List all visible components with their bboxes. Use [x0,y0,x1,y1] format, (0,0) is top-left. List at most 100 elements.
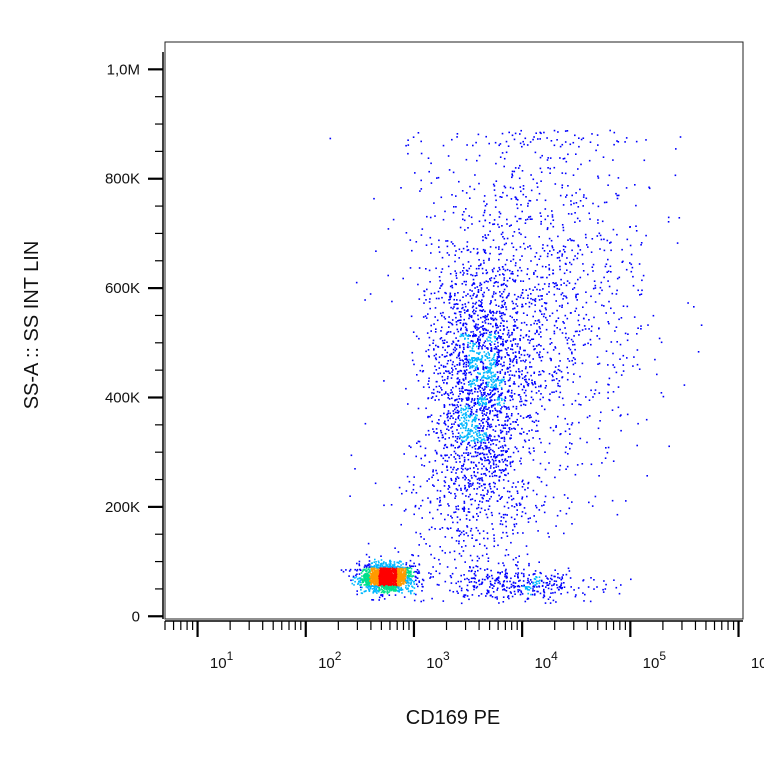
event-dot [430,573,432,575]
event-dot [700,324,703,326]
event-dot [427,416,429,419]
event-dot [391,300,393,303]
event-dot [503,165,505,168]
event-dot [560,284,562,286]
event-dot [390,573,393,575]
event-dot [551,379,554,382]
event-dot [489,303,491,305]
event-dot [474,390,476,393]
event-dot [486,436,488,439]
event-dot [361,579,364,581]
event-dot [442,436,444,439]
event-dot [359,586,362,589]
event-dot [471,399,473,401]
event-dot [561,186,563,189]
event-dot [568,282,571,284]
event-dot [504,424,506,426]
event-dot [555,426,557,428]
event-dot [503,438,506,440]
event-dot [486,384,488,386]
event-dot [411,351,414,354]
event-dot [494,439,496,441]
event-dot [465,439,468,441]
event-dot [467,365,470,367]
event-dot [397,576,400,578]
event-dot [467,511,470,513]
event-dot [547,215,549,217]
event-dot [466,144,468,146]
event-dot [487,348,489,350]
event-dot [471,223,473,225]
event-dot [438,297,440,300]
event-dot [497,379,500,382]
event-dot [588,415,591,417]
event-dot [567,372,569,374]
event-dot [506,237,509,240]
event-dot [494,141,497,144]
event-dot [454,447,456,449]
event-dot [506,415,508,418]
event-dot [549,172,551,174]
event-dot [545,316,547,319]
event-dot [566,423,569,425]
event-dot [471,306,474,309]
event-dot [478,265,480,267]
event-dot [469,483,472,485]
event-dot [461,385,464,388]
event-dot [607,383,609,386]
event-dot [376,580,379,582]
event-dot [489,400,492,402]
event-dot [479,334,482,337]
event-dot [473,436,475,439]
event-dot [557,385,559,387]
event-dot [472,357,474,359]
event-dot [536,275,539,278]
event-dot [483,483,485,486]
event-dot [569,261,571,264]
event-dot [520,280,522,282]
event-dot [540,132,542,135]
event-dot [395,577,398,580]
event-dot [448,316,450,318]
event-dot [474,363,477,365]
event-dot [540,393,542,395]
event-dot [461,465,463,467]
event-dot [477,289,480,291]
event-dot [363,584,366,586]
event-dot [457,307,459,310]
event-dot [367,572,370,574]
event-dot [435,297,438,300]
event-dot [428,377,430,380]
event-dot [395,575,397,577]
event-dot [454,270,456,272]
event-dot [574,358,576,361]
event-dot [629,226,631,228]
event-dot [465,448,468,451]
event-dot [464,358,466,360]
event-dot [616,341,618,343]
event-dot [548,285,550,288]
event-dot [430,162,432,165]
event-dot [502,344,504,347]
event-dot [484,354,486,357]
event-dot [455,250,457,252]
event-dot [409,566,412,568]
event-dot [398,562,400,565]
event-dot [439,312,442,315]
event-dot [500,411,503,414]
event-dot [378,561,380,564]
event-dot [408,577,410,579]
event-dot [619,343,622,346]
event-dot [460,370,463,372]
event-dot [545,266,547,268]
event-dot [495,199,497,202]
event-dot [464,378,467,380]
event-dot [482,494,485,497]
event-dot [593,393,596,395]
event-dot [363,576,365,578]
event-dot [487,377,490,379]
event-dot [467,337,469,340]
event-dot [494,403,496,406]
event-dot [519,348,521,350]
event-dot [541,405,543,407]
